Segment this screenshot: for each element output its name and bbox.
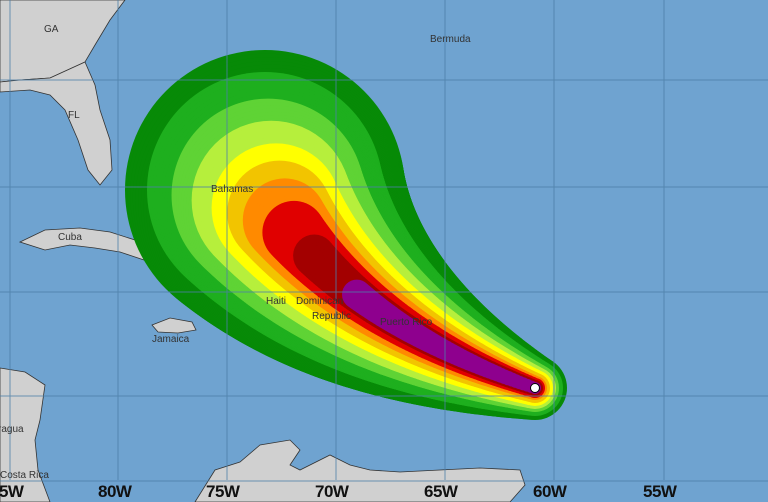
central-america-land [0,367,51,502]
south-america-land [194,439,526,502]
label-bahamas: Bahamas [211,184,253,195]
longitude-labels: 85W 80W 75W 70W 65W 60W 55W [0,482,678,501]
florida-land [0,61,113,186]
longitude-label: 75W [206,482,241,501]
label-dominican: Dominican [296,296,343,307]
lat-lon-grid [0,0,768,482]
longitude-label: 85W [0,482,25,501]
us-southeast-land [0,0,126,83]
label-costa-rica: Costa Rica [0,470,49,481]
longitude-label: 70W [315,482,350,501]
place-labels: GA FL Bermuda Bahamas Cuba Haiti Dominic… [0,24,471,481]
storm-center-marker [530,383,540,393]
label-cuba: Cuba [58,232,82,243]
longitude-label: 55W [643,482,678,501]
longitude-label: 60W [533,482,568,501]
label-bermuda: Bermuda [430,34,471,45]
label-republic: Republic [312,311,351,322]
longitude-label: 80W [98,482,133,501]
label-puerto-rico: Puerto Rico [380,317,433,328]
label-jamaica: Jamaica [152,334,190,345]
label-fl: FL [68,110,80,121]
probability-band-10 [342,279,541,394]
label-haiti: Haiti [266,296,286,307]
probability-bands [125,50,567,420]
jamaica-land [151,317,197,334]
label-ga: GA [44,24,59,35]
longitude-label: 65W [424,482,459,501]
label-nicaragua: Nicaragua [0,424,24,435]
